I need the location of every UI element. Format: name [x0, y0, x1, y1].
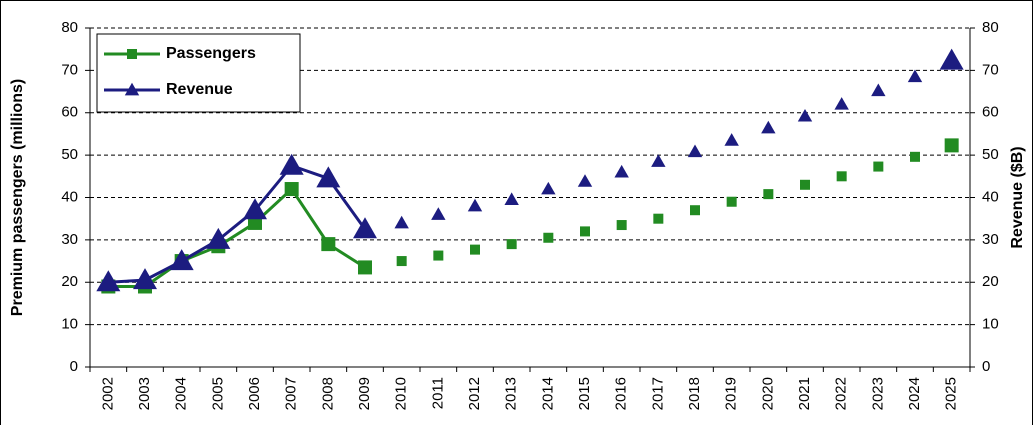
marker [206, 227, 231, 249]
y-tick-label: 30 [61, 231, 78, 248]
x-tick-label: 2024 [906, 377, 923, 410]
x-tick-label: 2021 [796, 377, 813, 410]
marker [724, 133, 739, 146]
marker [797, 108, 813, 122]
marker [653, 213, 664, 224]
y2-tick-label: 20 [982, 273, 999, 290]
y-tick-label: 0 [70, 358, 78, 375]
x-tick-label: 2019 [723, 377, 740, 410]
marker [394, 215, 409, 229]
marker [506, 239, 517, 250]
marker [687, 144, 703, 158]
y2-tick-label: 10 [982, 316, 999, 333]
marker [396, 256, 407, 267]
marker [504, 192, 519, 206]
marker [944, 138, 959, 153]
marker [939, 48, 964, 70]
y2-tick-label: 0 [982, 358, 990, 375]
x-tick-label: 2020 [759, 377, 776, 410]
x-tick-label: 2013 [503, 377, 520, 410]
marker [761, 120, 776, 134]
y-tick-label: 60 [61, 104, 78, 121]
series-line [108, 163, 367, 284]
y-tick-label: 50 [61, 146, 78, 163]
x-tick-label: 2018 [686, 377, 703, 410]
marker [433, 250, 444, 261]
marker [616, 220, 627, 231]
y2-tick-label: 60 [982, 104, 999, 121]
marker [133, 268, 157, 290]
y-tick-label: 20 [61, 273, 78, 290]
legend-label: Revenue [166, 81, 233, 98]
x-tick-label: 2014 [539, 377, 556, 410]
y-tick-label: 80 [61, 19, 78, 36]
marker [96, 270, 121, 292]
marker [763, 189, 774, 200]
legend-label: Passengers [166, 45, 256, 62]
marker [726, 196, 737, 207]
marker [690, 205, 700, 216]
marker [467, 198, 483, 212]
y2-tick-label: 70 [982, 61, 999, 78]
legend-marker [124, 82, 140, 96]
x-tick-label: 2007 [283, 377, 300, 410]
marker [910, 151, 920, 162]
x-tick-label: 2023 [869, 377, 886, 410]
marker [470, 244, 480, 255]
y-tick-label: 40 [61, 188, 78, 205]
marker [358, 260, 372, 275]
marker [248, 215, 262, 230]
y-tick-label: 70 [61, 61, 78, 78]
marker [614, 164, 629, 178]
marker [316, 166, 341, 188]
x-tick-label: 2008 [319, 377, 336, 410]
marker [353, 217, 377, 239]
y-tick-label: 10 [61, 316, 78, 333]
marker [169, 249, 194, 271]
x-tick-label: 2017 [649, 377, 666, 410]
marker [541, 181, 556, 195]
x-tick-label: 2009 [356, 377, 373, 410]
x-tick-label: 2025 [943, 377, 960, 410]
marker [800, 179, 810, 190]
marker [907, 69, 923, 83]
y2-tick-label: 40 [982, 188, 999, 205]
x-tick-label: 2004 [173, 377, 190, 410]
legend-marker [127, 49, 137, 59]
marker [243, 198, 267, 220]
marker [431, 207, 446, 220]
y2-tick-label: 80 [982, 19, 999, 36]
marker [543, 232, 554, 243]
marker [871, 83, 886, 97]
y-axis-title: Premium passengers (millions) [9, 79, 26, 316]
legend-box [96, 33, 301, 113]
legend: Passengers Revenue [96, 33, 301, 113]
marker [577, 174, 593, 187]
x-tick-label: 2005 [209, 377, 226, 410]
marker [580, 226, 590, 237]
marker [651, 154, 666, 167]
x-tick-label: 2015 [576, 377, 593, 410]
x-tick-label: 2016 [613, 377, 630, 410]
y2-tick-label: 30 [982, 231, 999, 248]
x-tick-label: 2012 [466, 377, 483, 410]
y2-tick-label: 50 [982, 146, 999, 163]
x-tick-label: 2010 [393, 377, 410, 410]
x-tick-label: 2006 [246, 377, 263, 410]
marker [873, 161, 884, 172]
marker [834, 97, 849, 110]
marker [321, 237, 336, 252]
x-tick-label: 2002 [99, 377, 116, 410]
x-tick-label: 2003 [136, 377, 153, 410]
y2-axis-title: Revenue ($B) [1009, 146, 1026, 248]
x-tick-label: 2022 [833, 377, 850, 410]
marker [279, 153, 304, 175]
x-tick-label: 2011 [429, 377, 446, 409]
marker [284, 182, 299, 197]
marker [836, 171, 847, 182]
